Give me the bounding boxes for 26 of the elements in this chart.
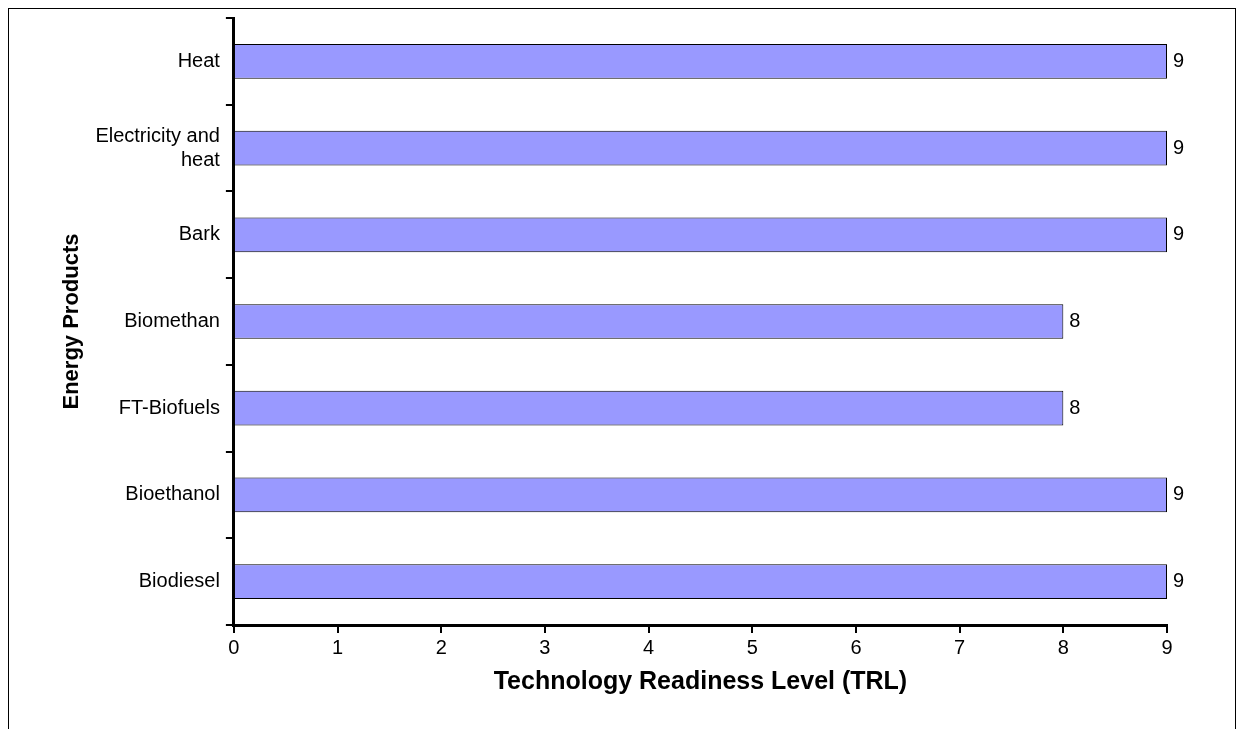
y-tick-label: Biomethan [124,309,220,332]
y-axis-title: Energy Products [58,233,84,410]
data-label: 9 [1173,48,1185,71]
x-tick-label: 7 [954,635,966,658]
data-label: 8 [1069,309,1081,332]
x-tick-label: 9 [1161,635,1173,658]
x-tick-label: 6 [850,635,862,658]
y-tick-label: Bark [178,222,221,245]
y-tick-label: Biodiesel [138,569,220,592]
x-tick-label: 0 [228,635,240,658]
y-tick-label: Bioethanol [125,482,220,505]
data-label: 9 [1173,482,1185,505]
x-axis-title: Technology Readiness Level (TRL) [493,665,908,694]
data-label: 8 [1069,395,1081,418]
y-tick-label: Electricity and heat [95,123,221,170]
x-tick-label: 4 [643,635,655,658]
data-label: 9 [1173,569,1185,592]
x-tick-label: 8 [1057,635,1069,658]
data-label: 9 [1173,222,1185,245]
x-tick-label: 3 [539,635,551,658]
data-label: 9 [1173,135,1185,158]
x-tick-label: 2 [435,635,447,658]
y-tick-label: Heat [177,48,221,71]
x-tick-label: 1 [332,635,344,658]
x-tick-label: 5 [746,635,758,658]
y-tick-label: FT-Biofuels [118,395,220,418]
